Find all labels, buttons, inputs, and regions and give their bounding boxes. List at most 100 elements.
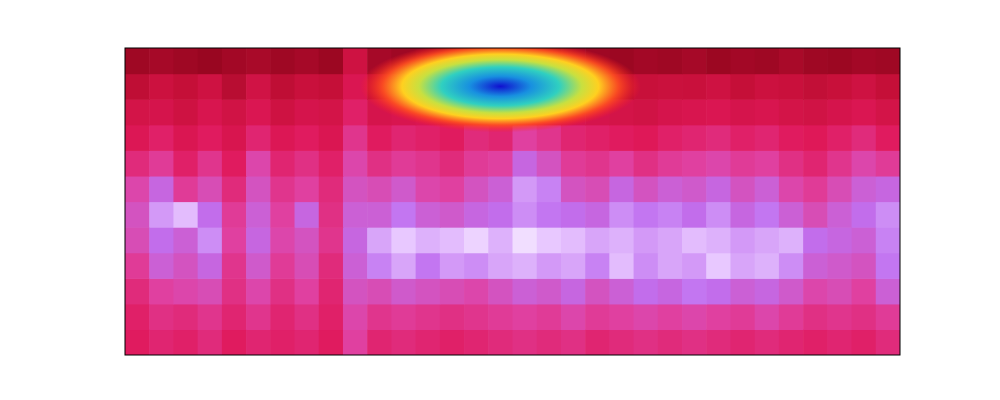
heat-cell <box>779 150 804 176</box>
heat-cell <box>803 150 828 176</box>
heat-cell <box>416 278 441 304</box>
heat-cell <box>222 227 247 253</box>
heat-cell <box>852 329 877 355</box>
heat-cell <box>706 176 731 202</box>
heat-cell <box>585 278 610 304</box>
heat-cell <box>246 48 271 74</box>
heat-cell <box>706 304 731 330</box>
heat-cell <box>779 278 804 304</box>
heat-cell <box>464 176 489 202</box>
heat-cell <box>391 329 416 355</box>
heat-cell <box>367 150 392 176</box>
heat-cell <box>706 48 731 74</box>
heat-cell <box>319 253 344 279</box>
heat-cell <box>125 99 150 125</box>
heat-cell <box>658 304 683 330</box>
heat-cell <box>730 278 755 304</box>
heat-cell <box>295 253 320 279</box>
heat-cell <box>464 329 489 355</box>
heat-cell <box>779 99 804 125</box>
heat-cell <box>319 304 344 330</box>
heat-cell <box>803 74 828 100</box>
heat-cell <box>779 202 804 228</box>
heat-cell <box>295 202 320 228</box>
heat-cell <box>464 227 489 253</box>
heat-cell <box>198 176 223 202</box>
heat-cell <box>295 99 320 125</box>
heat-cell <box>852 202 877 228</box>
heat-cell <box>416 227 441 253</box>
heat-cell <box>803 304 828 330</box>
heat-cell <box>343 329 368 355</box>
heat-cell <box>682 329 707 355</box>
heat-cell <box>125 227 150 253</box>
heat-cell <box>876 304 900 330</box>
heat-cell <box>876 99 900 125</box>
heat-cell <box>827 176 852 202</box>
heat-cell <box>391 150 416 176</box>
heat-cell <box>149 48 174 74</box>
heat-cell <box>634 99 659 125</box>
heat-cell <box>488 278 513 304</box>
heat-cell <box>198 329 223 355</box>
heat-cell <box>876 74 900 100</box>
heat-cell <box>585 202 610 228</box>
heat-cell <box>755 99 780 125</box>
heat-cell <box>125 278 150 304</box>
heat-cell <box>513 278 538 304</box>
heat-cell <box>537 253 562 279</box>
heat-cell <box>609 125 634 151</box>
heat-cell <box>561 304 586 330</box>
heat-cell <box>658 125 683 151</box>
heat-cell <box>706 329 731 355</box>
plot-area <box>125 48 900 355</box>
heat-cell <box>246 227 271 253</box>
heat-cell <box>682 202 707 228</box>
heat-cell <box>440 329 465 355</box>
heat-cell <box>827 74 852 100</box>
heat-cell <box>876 329 900 355</box>
heat-cell <box>706 202 731 228</box>
heat-cell <box>198 253 223 279</box>
heat-cell <box>876 202 900 228</box>
heat-cell <box>827 227 852 253</box>
heat-cell <box>852 150 877 176</box>
heat-cell <box>416 253 441 279</box>
heat-cell <box>827 253 852 279</box>
heat-cell <box>803 278 828 304</box>
heat-cell <box>634 227 659 253</box>
heat-cell <box>198 202 223 228</box>
heat-cell <box>803 253 828 279</box>
heat-cell <box>416 176 441 202</box>
frame <box>125 48 900 355</box>
heat-cell <box>319 202 344 228</box>
heat-cell <box>367 253 392 279</box>
heat-cell <box>730 329 755 355</box>
heat-cell <box>609 150 634 176</box>
heat-cell <box>319 48 344 74</box>
heat-cell <box>852 48 877 74</box>
heat-cell <box>755 125 780 151</box>
heat-cell <box>198 150 223 176</box>
heat-cell <box>876 48 900 74</box>
heat-cell <box>222 150 247 176</box>
heat-cell <box>852 99 877 125</box>
heat-cell <box>876 227 900 253</box>
heat-cell <box>513 227 538 253</box>
heat-cell <box>513 304 538 330</box>
highlight <box>360 48 641 132</box>
heat-cell <box>488 150 513 176</box>
heat-cell <box>658 227 683 253</box>
heat-cell <box>634 253 659 279</box>
heat-cell <box>803 176 828 202</box>
heat-cell <box>755 329 780 355</box>
heat-cell <box>827 48 852 74</box>
heat-cell <box>561 253 586 279</box>
heat-cell <box>464 202 489 228</box>
heat-cell <box>246 99 271 125</box>
heat-cell <box>270 202 295 228</box>
heat-cell <box>125 48 150 74</box>
heat-cell <box>537 329 562 355</box>
heat-cell <box>464 253 489 279</box>
heat-cell <box>198 48 223 74</box>
